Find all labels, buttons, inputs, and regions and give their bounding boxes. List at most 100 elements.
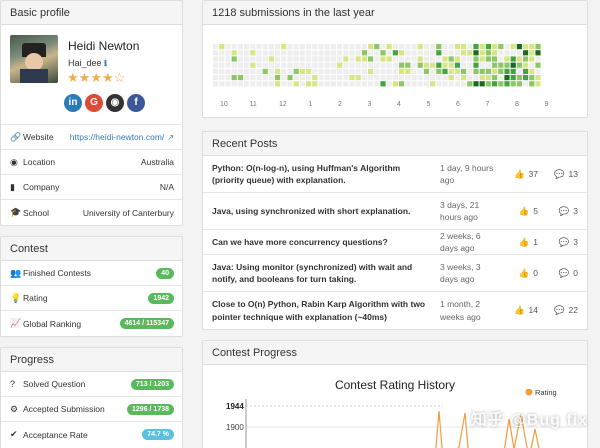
calendar-day-cell[interactable]	[498, 50, 504, 56]
calendar-day-cell[interactable]	[299, 75, 305, 81]
calendar-day-cell[interactable]	[349, 68, 355, 74]
calendar-day-cell[interactable]	[343, 44, 349, 50]
calendar-day-cell[interactable]	[467, 50, 473, 56]
calendar-day-cell[interactable]	[244, 56, 250, 62]
calendar-day-cell[interactable]	[330, 68, 336, 74]
calendar-day-cell[interactable]	[237, 44, 243, 50]
calendar-day-cell[interactable]	[454, 62, 460, 68]
calendar-day-cell[interactable]	[330, 75, 336, 81]
calendar-day-cell[interactable]	[523, 50, 529, 56]
calendar-day-cell[interactable]	[324, 56, 330, 62]
calendar-day-cell[interactable]	[492, 62, 498, 68]
calendar-day-cell[interactable]	[405, 81, 411, 87]
calendar-day-cell[interactable]	[467, 44, 473, 50]
calendar-day-cell[interactable]	[337, 62, 343, 68]
calendar-day-cell[interactable]	[219, 50, 225, 56]
calendar-day-cell[interactable]	[213, 56, 219, 62]
calendar-day-cell[interactable]	[250, 81, 256, 87]
calendar-day-cell[interactable]	[349, 56, 355, 62]
calendar-day-cell[interactable]	[479, 56, 485, 62]
calendar-day-cell[interactable]	[306, 56, 312, 62]
calendar-day-cell[interactable]	[392, 75, 398, 81]
calendar-day-cell[interactable]	[386, 44, 392, 50]
calendar-day-cell[interactable]	[504, 56, 510, 62]
calendar-day-cell[interactable]	[231, 62, 237, 68]
calendar-day-cell[interactable]	[535, 81, 541, 87]
calendar-day-cell[interactable]	[392, 62, 398, 68]
calendar-day-cell[interactable]	[256, 81, 262, 87]
calendar-day-cell[interactable]	[287, 56, 293, 62]
calendar-day-cell[interactable]	[461, 56, 467, 62]
calendar-day-cell[interactable]	[411, 62, 417, 68]
calendar-day-cell[interactable]	[337, 68, 343, 74]
calendar-day-cell[interactable]	[405, 68, 411, 74]
calendar-day-cell[interactable]	[330, 81, 336, 87]
calendar-day-cell[interactable]	[399, 50, 405, 56]
calendar-day-cell[interactable]	[504, 68, 510, 74]
calendar-day-cell[interactable]	[473, 68, 479, 74]
calendar-day-cell[interactable]	[454, 68, 460, 74]
calendar-day-cell[interactable]	[312, 62, 318, 68]
calendar-day-cell[interactable]	[485, 56, 491, 62]
calendar-day-cell[interactable]	[535, 68, 541, 74]
calendar-day-cell[interactable]	[380, 50, 386, 56]
calendar-day-cell[interactable]	[430, 50, 436, 56]
calendar-day-cell[interactable]	[498, 56, 504, 62]
calendar-day-cell[interactable]	[219, 75, 225, 81]
calendar-day-cell[interactable]	[368, 81, 374, 87]
calendar-day-cell[interactable]	[448, 44, 454, 50]
calendar-day-cell[interactable]	[411, 68, 417, 74]
calendar-day-cell[interactable]	[312, 56, 318, 62]
calendar-day-cell[interactable]	[473, 75, 479, 81]
calendar-day-cell[interactable]	[219, 62, 225, 68]
calendar-day-cell[interactable]	[361, 81, 367, 87]
calendar-day-cell[interactable]	[318, 68, 324, 74]
calendar-day-cell[interactable]	[361, 68, 367, 74]
calendar-day-cell[interactable]	[498, 44, 504, 50]
calendar-day-cell[interactable]	[510, 68, 516, 74]
calendar-day-cell[interactable]	[380, 56, 386, 62]
calendar-day-cell[interactable]	[535, 75, 541, 81]
calendar-day-cell[interactable]	[411, 50, 417, 56]
calendar-day-cell[interactable]	[318, 56, 324, 62]
calendar-day-cell[interactable]	[281, 50, 287, 56]
calendar-day-cell[interactable]	[386, 62, 392, 68]
calendar-day-cell[interactable]	[268, 68, 274, 74]
calendar-day-cell[interactable]	[256, 50, 262, 56]
calendar-day-cell[interactable]	[405, 50, 411, 56]
calendar-day-cell[interactable]	[256, 44, 262, 50]
calendar-day-cell[interactable]	[275, 50, 281, 56]
calendar-day-cell[interactable]	[337, 50, 343, 56]
calendar-day-cell[interactable]	[423, 62, 429, 68]
calendar-day-cell[interactable]	[361, 62, 367, 68]
calendar-day-cell[interactable]	[430, 44, 436, 50]
calendar-day-cell[interactable]	[529, 81, 535, 87]
calendar-day-cell[interactable]	[330, 44, 336, 50]
calendar-day-cell[interactable]	[467, 56, 473, 62]
calendar-day-cell[interactable]	[423, 68, 429, 74]
calendar-day-cell[interactable]	[306, 44, 312, 50]
calendar-day-cell[interactable]	[231, 81, 237, 87]
calendar-day-cell[interactable]	[392, 50, 398, 56]
calendar-day-cell[interactable]	[448, 68, 454, 74]
calendar-day-cell[interactable]	[293, 50, 299, 56]
calendar-day-cell[interactable]	[423, 75, 429, 81]
calendar-day-cell[interactable]	[374, 56, 380, 62]
calendar-day-cell[interactable]	[374, 75, 380, 81]
linkedin-icon[interactable]: in	[64, 94, 82, 112]
calendar-day-cell[interactable]	[268, 50, 274, 56]
calendar-day-cell[interactable]	[287, 81, 293, 87]
calendar-day-cell[interactable]	[355, 62, 361, 68]
calendar-day-cell[interactable]	[510, 50, 516, 56]
calendar-day-cell[interactable]	[442, 68, 448, 74]
calendar-day-cell[interactable]	[324, 68, 330, 74]
calendar-day-cell[interactable]	[479, 44, 485, 50]
calendar-day-cell[interactable]	[479, 75, 485, 81]
calendar-day-cell[interactable]	[231, 68, 237, 74]
calendar-day-cell[interactable]	[516, 68, 522, 74]
calendar-day-cell[interactable]	[349, 75, 355, 81]
calendar-day-cell[interactable]	[299, 68, 305, 74]
calendar-day-cell[interactable]	[454, 75, 460, 81]
post-title[interactable]: Java, using synchronized with short expl…	[212, 205, 411, 216]
calendar-day-cell[interactable]	[504, 50, 510, 56]
